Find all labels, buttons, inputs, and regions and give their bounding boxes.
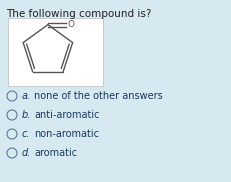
Text: a.: a.: [22, 91, 31, 101]
Text: d.: d.: [22, 148, 31, 158]
Text: b.: b.: [22, 110, 31, 120]
Text: aromatic: aromatic: [34, 148, 77, 158]
Text: O: O: [68, 20, 75, 29]
Text: non-aromatic: non-aromatic: [34, 129, 99, 139]
Text: The following compound is?: The following compound is?: [6, 9, 151, 19]
FancyBboxPatch shape: [8, 18, 103, 86]
Text: anti-aromatic: anti-aromatic: [34, 110, 100, 120]
Text: c.: c.: [22, 129, 30, 139]
Text: none of the other answers: none of the other answers: [34, 91, 163, 101]
